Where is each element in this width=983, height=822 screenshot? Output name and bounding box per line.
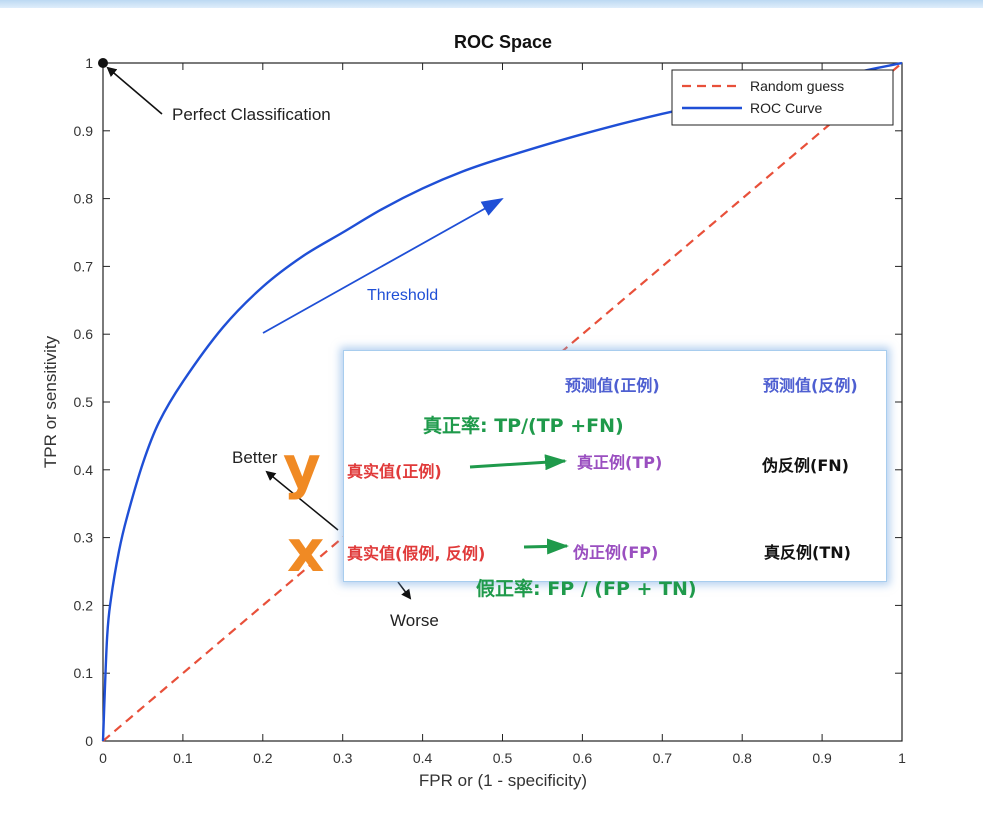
x-tick-label: 0.2 (253, 750, 273, 766)
x-tick-label: 0.4 (413, 750, 433, 766)
axis-ticks: 0 0.1 0.2 0.3 0.4 0.5 0.6 0.7 0.8 0.9 1 0 0.1 0.2 0.3 0… (74, 55, 907, 766)
legend-label-roc: ROC Curve (750, 100, 823, 116)
y-tick-label: 1 (85, 55, 93, 71)
x-tick-label: 0.9 (812, 750, 832, 766)
random-guess-line (102, 62, 903, 742)
y-tick-label: 0.5 (74, 394, 94, 410)
x-tick-label: 0.3 (333, 750, 353, 766)
perfect-classification-arrow (106, 66, 163, 115)
threshold-arrow (262, 198, 504, 334)
x-tick-label: 0.7 (653, 750, 673, 766)
x-axis-title: FPR or (1 - specificity) (419, 771, 587, 790)
fpr-formula: 假正率: FP / (FP + TN) (476, 578, 697, 600)
y-tick-label: 0.3 (74, 530, 94, 546)
cell-tn: 真反例(TN) (764, 543, 851, 562)
x-tick-label: 1 (898, 750, 906, 766)
header-predicted-negative: 预测值(反例) (763, 376, 858, 395)
y-tick-label: 0.9 (74, 123, 94, 139)
y-tick-label: 0.4 (74, 462, 94, 478)
x-tick-label: 0.8 (732, 750, 752, 766)
chart-title: ROC Space (454, 32, 552, 52)
y-tick-label: 0.7 (74, 258, 94, 274)
confusion-matrix-panel (343, 350, 887, 582)
y-axis-letter: y (283, 433, 321, 501)
perfect-classification-label: Perfect Classification (172, 105, 331, 124)
x-tick-label: 0.5 (493, 750, 513, 766)
better-arrow (265, 470, 339, 531)
worse-arrow (397, 581, 412, 600)
cell-fn: 伪反例(FN) (762, 456, 849, 475)
x-tick-label: 0.1 (173, 750, 193, 766)
y-axis-title: TPR or sensitivity (41, 335, 60, 468)
legend-box (671, 69, 894, 126)
actual-negative-label: 真实值(假例, 反例) (347, 544, 486, 563)
y-tick-label: 0.2 (74, 597, 94, 613)
tpr-formula: 真正率: TP/(TP +FN) (423, 415, 624, 437)
y-tick-label: 0 (85, 733, 93, 749)
legend: Random guess ROC Curve (671, 69, 894, 126)
x-tick-label: 0.6 (573, 750, 593, 766)
threshold-label: Threshold (367, 287, 438, 304)
worse-label: Worse (390, 611, 439, 630)
x-tick-label: 0 (99, 750, 107, 766)
cell-tp: 真正例(TP) (577, 453, 663, 472)
perfect-classification-point (98, 58, 108, 68)
legend-label-random: Random guess (750, 78, 844, 94)
y-tick-label: 0.6 (74, 326, 94, 342)
better-label: Better (232, 448, 278, 467)
actual-positive-label: 真实值(正例) (347, 462, 442, 481)
header-predicted-positive: 预测值(正例) (565, 376, 660, 395)
y-tick-label: 0.1 (74, 665, 94, 681)
y-tick-label: 0.8 (74, 191, 94, 207)
x-axis-letter: x (287, 517, 325, 585)
cell-fp: 伪正例(FP) (573, 543, 659, 562)
top-window-strip (0, 0, 983, 8)
